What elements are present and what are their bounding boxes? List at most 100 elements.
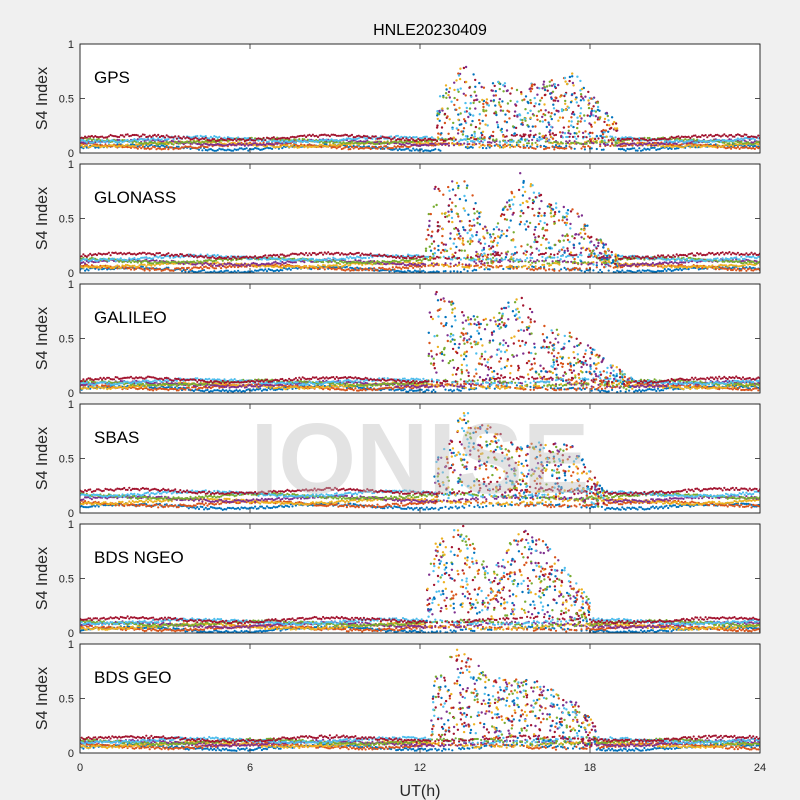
data-point <box>665 265 668 268</box>
data-point <box>328 264 331 267</box>
data-point <box>158 138 161 141</box>
data-point <box>516 100 519 103</box>
data-point <box>474 125 478 129</box>
data-point <box>425 149 428 152</box>
data-point <box>118 266 121 269</box>
data-point <box>310 134 313 138</box>
data-point <box>441 263 444 266</box>
data-point <box>221 259 224 262</box>
data-point <box>561 116 565 119</box>
data-point <box>179 142 182 145</box>
data-point <box>172 140 175 143</box>
data-point <box>206 149 209 152</box>
data-point <box>503 135 507 138</box>
data-point <box>340 134 343 137</box>
data-point <box>682 266 685 269</box>
data-point <box>226 269 229 272</box>
data-point <box>706 266 709 269</box>
data-point <box>593 121 597 124</box>
data-point <box>308 258 311 261</box>
data-point <box>90 256 93 259</box>
data-point <box>121 261 124 264</box>
data-point <box>452 270 456 273</box>
data-point <box>148 263 151 266</box>
data-point <box>532 147 536 150</box>
data-point <box>724 267 728 270</box>
data-point <box>588 141 592 144</box>
data-point <box>276 262 279 265</box>
data-point <box>378 142 381 145</box>
data-point <box>523 117 526 121</box>
data-point <box>199 142 202 145</box>
data-point <box>585 262 588 265</box>
data-point <box>288 141 291 144</box>
data-point <box>194 271 197 273</box>
data-point <box>101 258 104 261</box>
data-point <box>733 139 736 142</box>
data-point <box>631 270 634 273</box>
data-point <box>488 146 491 149</box>
data-point <box>621 269 624 272</box>
data-point <box>515 141 519 144</box>
data-point <box>150 135 153 139</box>
data-point <box>612 271 615 273</box>
data-point <box>692 266 695 269</box>
data-point <box>277 265 280 269</box>
data-point <box>349 255 352 258</box>
data-point <box>396 260 399 263</box>
data-point <box>457 113 460 116</box>
data-point <box>472 114 475 117</box>
data-point <box>101 268 104 271</box>
data-point <box>675 266 678 269</box>
data-point <box>464 65 468 69</box>
data-point <box>373 135 376 138</box>
data-point <box>350 140 354 143</box>
data-point <box>145 267 148 270</box>
data-point <box>89 265 92 268</box>
data-point <box>228 143 231 146</box>
data-point <box>327 266 330 269</box>
data-point <box>211 143 214 146</box>
data-point <box>655 270 658 273</box>
data-point <box>748 262 751 266</box>
data-point <box>622 271 626 273</box>
data-point <box>160 134 163 138</box>
data-point <box>432 138 435 142</box>
data-point <box>456 270 459 273</box>
data-point <box>622 138 626 141</box>
data-point <box>441 143 444 146</box>
data-point <box>357 147 360 150</box>
data-point <box>303 257 306 260</box>
data-point <box>444 139 447 142</box>
data-point <box>473 99 476 102</box>
data-point <box>475 258 478 261</box>
data-point <box>596 108 600 112</box>
data-point <box>655 142 658 145</box>
data-point <box>571 256 575 259</box>
data-point <box>675 135 678 138</box>
data-point <box>626 262 629 265</box>
data-point <box>716 133 719 136</box>
data-point <box>726 268 729 271</box>
data-point <box>405 145 408 148</box>
data-point <box>631 147 634 150</box>
data-point <box>272 264 275 267</box>
data-point <box>135 139 138 142</box>
data-point <box>651 263 655 267</box>
data-point <box>498 87 501 91</box>
data-point <box>172 269 175 272</box>
data-point <box>745 145 748 148</box>
data-point <box>570 141 573 144</box>
data-point <box>726 135 729 138</box>
data-point <box>757 141 760 144</box>
data-point <box>553 146 556 149</box>
data-point <box>658 257 661 260</box>
data-point <box>544 259 547 262</box>
data-point <box>245 257 248 260</box>
data-point <box>111 139 114 142</box>
data-point <box>456 142 459 145</box>
data-point <box>407 269 410 272</box>
data-point <box>356 260 359 264</box>
data-point <box>684 261 687 264</box>
data-point <box>158 268 161 271</box>
